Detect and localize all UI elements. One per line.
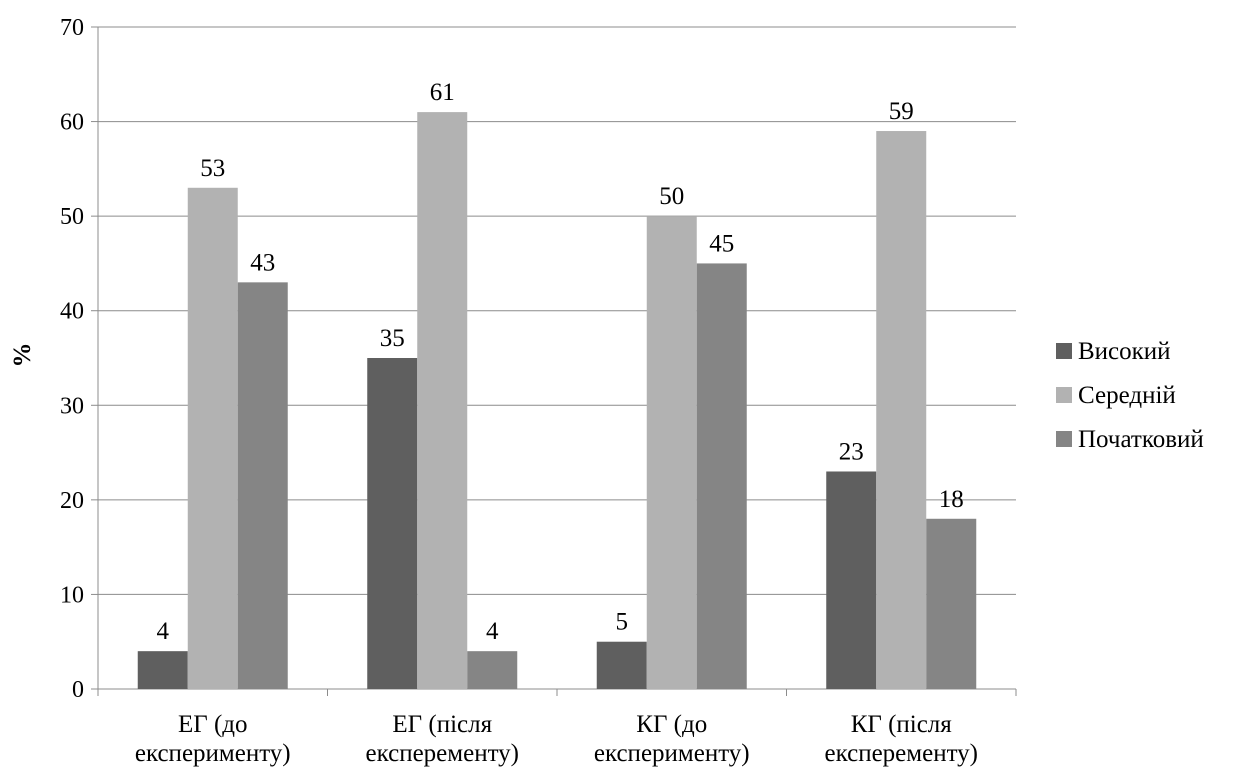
bar <box>696 263 747 689</box>
bar <box>417 112 468 690</box>
legend-swatch <box>1056 387 1072 403</box>
data-label: 4 <box>157 618 170 645</box>
legend-swatch <box>1056 343 1072 359</box>
legend-swatch <box>1056 431 1072 447</box>
x-category-label: КГ (після <box>851 711 953 738</box>
y-tick-label: 40 <box>60 299 84 325</box>
data-label: 61 <box>430 79 455 106</box>
bar <box>926 518 977 689</box>
bar <box>137 651 188 689</box>
data-label: 5 <box>616 609 629 636</box>
x-category-label: ЕГ (до <box>178 711 248 738</box>
data-label: 45 <box>709 230 734 257</box>
x-category-label: експеременту) <box>824 740 978 767</box>
data-label: 23 <box>839 438 864 465</box>
y-tick-label: 30 <box>60 393 84 419</box>
y-tick-label: 10 <box>60 582 84 608</box>
x-category-label: експеременту) <box>365 740 519 767</box>
legend: Високий Середній Початковий <box>1056 338 1204 453</box>
data-label: 53 <box>200 155 225 182</box>
x-category-label: КГ (до <box>636 711 707 738</box>
y-tick-label: 20 <box>60 488 84 514</box>
y-tick-label: 60 <box>60 110 84 136</box>
data-label: 18 <box>939 486 964 513</box>
data-label: 43 <box>250 249 275 276</box>
bar <box>596 641 647 689</box>
data-label: 59 <box>889 98 914 125</box>
y-tick-labels: 0 10 20 30 40 50 60 70 <box>60 15 84 703</box>
bar <box>826 471 877 689</box>
data-label: 4 <box>486 618 499 645</box>
x-category-label: ЕГ (після <box>392 711 492 738</box>
bar <box>367 358 418 689</box>
x-category-label: експерименту) <box>594 740 750 767</box>
legend-label: Високий <box>1078 338 1171 365</box>
bar <box>237 282 288 689</box>
x-category-label: експерименту) <box>135 740 291 767</box>
bar <box>187 187 238 689</box>
data-label: 50 <box>659 183 684 210</box>
bar <box>876 131 927 689</box>
data-label: 35 <box>380 325 405 352</box>
bars <box>137 112 977 690</box>
bar <box>467 651 518 689</box>
y-axis-label: % <box>9 343 36 368</box>
legend-label: Середній <box>1078 382 1176 409</box>
y-tick-label: 70 <box>60 15 84 41</box>
legend-label: Початковий <box>1078 426 1204 453</box>
y-tick-label: 0 <box>72 677 84 703</box>
bar <box>646 216 697 689</box>
y-tick-label: 50 <box>60 204 84 230</box>
